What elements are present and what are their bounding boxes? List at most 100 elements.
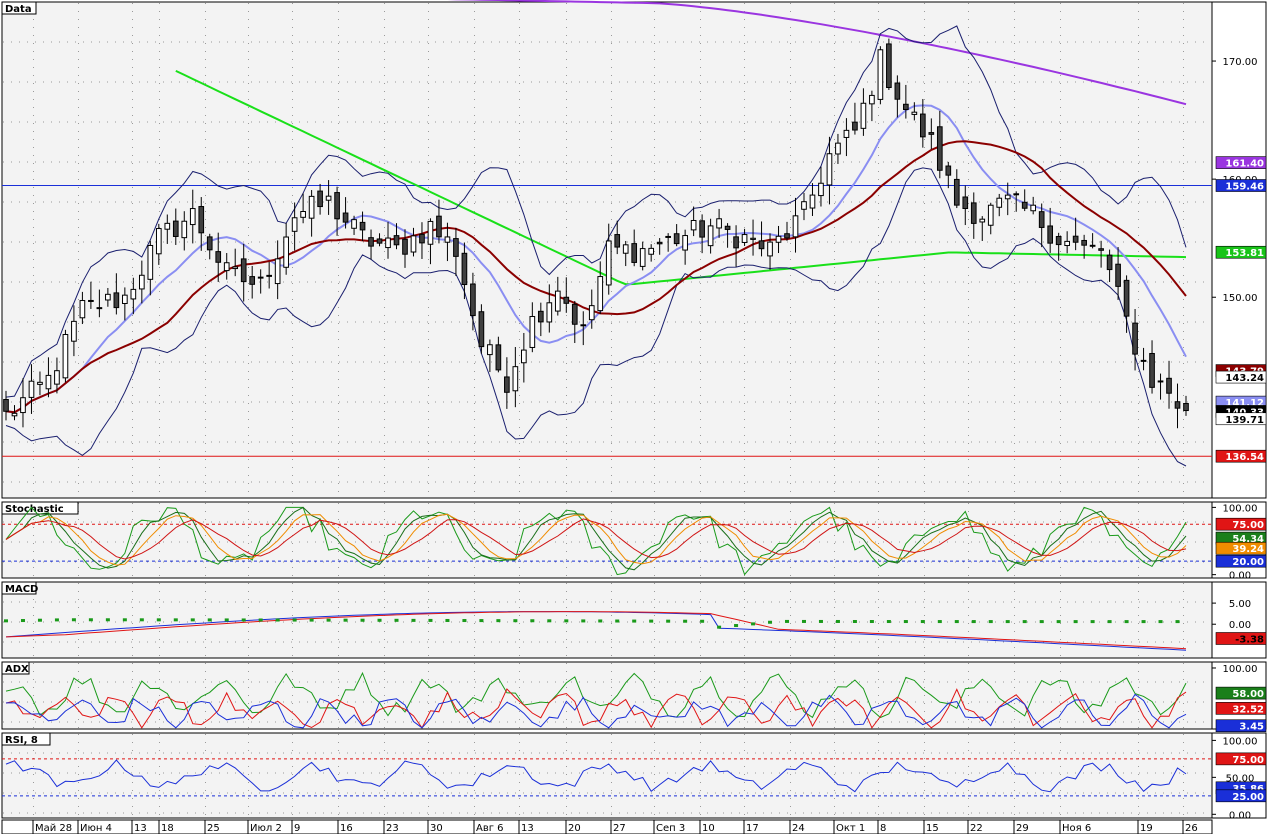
candle <box>1047 207 1054 253</box>
candle-body <box>155 228 162 255</box>
candle-body <box>1123 279 1130 317</box>
candle-body <box>741 234 748 243</box>
candle-body <box>665 235 671 238</box>
value-badge: 54.34 <box>1215 531 1267 545</box>
candle-body <box>716 218 722 229</box>
macd-histogram-bar <box>394 618 399 622</box>
price-series <box>2 0 1212 467</box>
macd-histogram-bar <box>564 619 569 623</box>
axis-tick-label: 100.00 <box>1223 664 1258 675</box>
candle <box>189 189 196 244</box>
panel-title: RSI, 8 <box>5 735 38 746</box>
candle <box>20 378 26 428</box>
stochastic-k-line <box>5 506 1187 576</box>
candle <box>495 336 502 373</box>
candle-body <box>631 243 638 263</box>
candle-body <box>852 121 858 131</box>
candle <box>1081 234 1087 259</box>
candle-body <box>130 288 137 300</box>
macd-histogram-bar <box>309 618 314 622</box>
candle <box>1055 232 1062 261</box>
candle-body <box>1174 401 1181 409</box>
candle-body <box>970 202 977 224</box>
value-badge-text: 139.71 <box>1225 415 1264 426</box>
value-badge-text: 159.46 <box>1225 182 1264 193</box>
value-badge: 75.00 <box>1215 517 1267 531</box>
candle <box>750 219 756 256</box>
candle <box>215 232 222 282</box>
panel-macd: 5.00 0.00 MACD <box>1 581 1267 659</box>
candle <box>1123 275 1130 333</box>
candle <box>88 281 94 309</box>
candle <box>283 223 289 275</box>
candle-body <box>1149 352 1155 388</box>
value-badge-text: 35.86 <box>1232 784 1264 795</box>
candle-body <box>1106 254 1113 271</box>
candle-body <box>122 294 128 304</box>
candle <box>266 261 272 289</box>
candle-body <box>521 349 527 364</box>
candle-body <box>113 292 120 309</box>
candle-body <box>105 293 111 301</box>
value-badge-text: 20.00 <box>1232 557 1264 568</box>
candle <box>996 193 1003 217</box>
macd-histogram-bar <box>1056 620 1061 624</box>
candle <box>3 390 9 421</box>
x-axis-label: 27 <box>613 823 626 834</box>
x-axis-label: Июн 4 <box>80 823 112 834</box>
candle-body <box>342 212 349 223</box>
candle <box>886 38 892 90</box>
candle <box>478 304 485 354</box>
macd-histogram-bar <box>988 620 993 624</box>
stochastic-signal-line <box>5 518 1187 560</box>
candle <box>419 222 425 259</box>
panel-adx: 100.00 ADX <box>1 661 1267 730</box>
candle <box>71 305 77 357</box>
x-axis-label: 9 <box>294 823 300 834</box>
candle <box>631 229 638 267</box>
candle <box>181 211 188 251</box>
candle <box>147 240 154 296</box>
macd-histogram-bar <box>971 620 976 624</box>
candle <box>368 229 374 260</box>
candle-body <box>1021 201 1028 209</box>
x-axis-label: 17 <box>746 823 759 834</box>
macd-histogram-bar <box>818 619 823 623</box>
macd-histogram-bar <box>683 619 688 623</box>
candle-body <box>215 251 222 263</box>
macd-signal-line <box>5 611 1187 650</box>
candle-body <box>877 49 884 100</box>
candle <box>113 273 120 315</box>
candle-body <box>283 236 289 268</box>
candle-body <box>300 211 306 218</box>
candle-body <box>546 302 553 323</box>
value-badge-text: 136.54 <box>1225 452 1264 463</box>
x-axis-label: 18 <box>161 823 174 834</box>
candle-body <box>554 290 561 312</box>
candle <box>249 265 256 299</box>
candle <box>894 75 901 118</box>
candle-body <box>775 235 782 243</box>
candle-body <box>758 240 765 250</box>
candle-body <box>368 237 374 247</box>
value-badge-text: 153.81 <box>1225 248 1264 259</box>
candle-body <box>869 94 875 105</box>
macd-histogram-bar <box>224 618 229 622</box>
x-axis-label: 16 <box>340 823 353 834</box>
candle <box>826 136 833 205</box>
candle <box>37 371 43 396</box>
macd-histogram-bar <box>649 619 654 623</box>
value-badge-box <box>1215 789 1267 803</box>
value-badge-text: 39.24 <box>1232 544 1264 555</box>
candle-body <box>894 82 901 100</box>
x-axis-label: Сеп 3 <box>656 823 685 834</box>
macd-histogram-bar <box>768 620 773 624</box>
candle <box>172 208 179 245</box>
adx-series <box>5 671 1187 729</box>
candle-body <box>181 220 188 239</box>
candle-body <box>979 218 986 223</box>
x-axis-label: 13 <box>134 823 147 834</box>
candle-body <box>453 238 459 257</box>
candle-body <box>1055 235 1062 246</box>
candle-body <box>495 344 502 371</box>
